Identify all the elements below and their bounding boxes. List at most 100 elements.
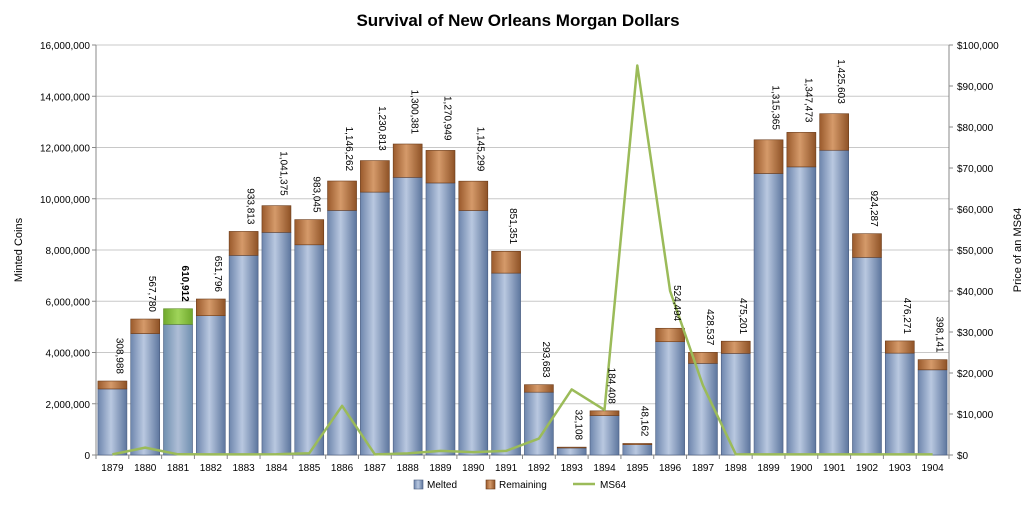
- x-tick-label: 1880: [134, 463, 157, 474]
- y-tick-label: 2,000,000: [46, 400, 91, 411]
- y2-tick-label: $40,000: [957, 287, 994, 298]
- bar-melted: [589, 415, 620, 456]
- x-tick-label: 1900: [790, 463, 813, 474]
- x-tick-label: 1884: [265, 463, 288, 474]
- x-tick-label: 1881: [167, 463, 190, 474]
- bar-remaining: [589, 410, 620, 416]
- data-label: 1,230,813: [376, 106, 387, 151]
- data-label: 308,988: [113, 338, 124, 375]
- y2-tick-label: $60,000: [957, 205, 994, 216]
- bar-remaining: [720, 340, 751, 354]
- legend-remaining-label: Remaining: [499, 480, 547, 491]
- x-tick-label: 1890: [462, 463, 485, 474]
- x-tick-label: 1886: [331, 463, 354, 474]
- x-tick-label: 1899: [757, 463, 780, 474]
- data-label: 1,425,603: [835, 59, 846, 104]
- bar-remaining: [163, 308, 193, 325]
- y-tick-label: 4,000,000: [46, 349, 91, 360]
- y2-tick-label: $90,000: [957, 82, 994, 93]
- bar-melted: [491, 272, 521, 456]
- x-tick-label: 1901: [823, 463, 846, 474]
- legend-ms64-label: MS64: [600, 480, 627, 491]
- data-label: 1,145,299: [474, 127, 485, 172]
- bar-remaining: [97, 380, 128, 390]
- x-tick-label: 1897: [692, 463, 715, 474]
- data-label: 184,408: [606, 368, 617, 405]
- legend-melted-label: Melted: [427, 480, 457, 491]
- bar-melted: [97, 388, 128, 456]
- bar-remaining: [392, 143, 423, 178]
- y-axis-ticks: 0 2,000,000 4,000,000 6,000,000 8,000,000 10,…: [40, 41, 96, 462]
- bar-melted: [163, 324, 193, 456]
- bar-remaining: [786, 132, 817, 168]
- bar-melted: [655, 341, 685, 456]
- bar-remaining: [524, 384, 554, 393]
- x-tick-label: 1883: [233, 463, 256, 474]
- data-label: 524,494: [671, 285, 682, 322]
- data-label: 610,912: [179, 266, 190, 303]
- bar-remaining: [852, 233, 882, 258]
- bar-melted: [327, 210, 357, 456]
- bar-melted: [917, 369, 948, 456]
- bar-remaining: [688, 352, 718, 364]
- data-label: 1,300,381: [409, 90, 420, 135]
- x-tick-label: 1895: [626, 463, 649, 474]
- bar-remaining: [884, 340, 915, 354]
- data-label: 428,537: [704, 309, 715, 346]
- y-tick-label: 12,000,000: [40, 144, 90, 155]
- x-tick-label: 1898: [725, 463, 748, 474]
- x-tick-label: 1891: [495, 463, 518, 474]
- bar-remaining: [327, 180, 357, 211]
- y-tick-label: 14,000,000: [40, 92, 90, 103]
- bar-melted: [458, 210, 489, 456]
- bar-remaining: [294, 219, 325, 246]
- x-tick-label: 1903: [889, 463, 912, 474]
- data-labels: 308,988 567,780 610,912 651,796 933,813 1,041…: [113, 59, 944, 440]
- bar-remaining: [491, 250, 521, 274]
- x-tick-label: 1904: [921, 463, 944, 474]
- bar-remaining: [458, 180, 489, 211]
- bar-remaining: [360, 160, 390, 193]
- bar-melted: [720, 353, 751, 456]
- bar-remaining: [425, 150, 456, 184]
- data-label: 983,045: [310, 176, 321, 213]
- data-label: 851,351: [507, 208, 518, 245]
- bar-remaining: [917, 359, 948, 371]
- x-tick-label: 1889: [429, 463, 452, 474]
- y2-tick-label: $50,000: [957, 246, 994, 257]
- data-label: 567,780: [146, 276, 157, 313]
- y2-axis-ticks: $0 $10,000 $20,000 $30,000 $40,000 $50,000 $60…: [949, 41, 999, 462]
- x-tick-label: 1887: [364, 463, 387, 474]
- y-tick-label: 6,000,000: [46, 297, 91, 308]
- bar-remaining: [753, 139, 784, 174]
- bar-melted: [622, 444, 653, 456]
- bar-remaining: [556, 446, 587, 449]
- legend-remaining-swatch: [485, 479, 496, 490]
- bar-remaining: [228, 231, 259, 256]
- y2-tick-label: $80,000: [957, 123, 994, 134]
- bar-remaining: [130, 318, 161, 334]
- y-axis-title: Minted Coins: [13, 217, 25, 282]
- bar-melted: [261, 232, 292, 456]
- data-label: 293,683: [540, 341, 551, 378]
- bar-melted: [228, 255, 259, 456]
- y2-tick-label: $70,000: [957, 164, 994, 175]
- y2-tick-label: $20,000: [957, 369, 994, 380]
- bar-melted: [753, 173, 784, 456]
- bar-melted: [819, 149, 849, 456]
- x-tick-label: 1888: [397, 463, 420, 474]
- legend-melted-swatch: [413, 479, 424, 490]
- x-tick-label: 1902: [856, 463, 879, 474]
- x-tick-label: 1896: [659, 463, 682, 474]
- bar-remaining: [622, 443, 653, 445]
- bar-melted: [196, 315, 226, 456]
- data-label: 398,141: [934, 316, 945, 353]
- bar-melted: [360, 191, 390, 456]
- data-label: 48,162: [638, 406, 649, 437]
- data-label: 1,270,949: [441, 96, 452, 141]
- bar-melted: [130, 333, 161, 456]
- bar-melted: [852, 257, 882, 456]
- y-tick-label: 8,000,000: [46, 246, 91, 257]
